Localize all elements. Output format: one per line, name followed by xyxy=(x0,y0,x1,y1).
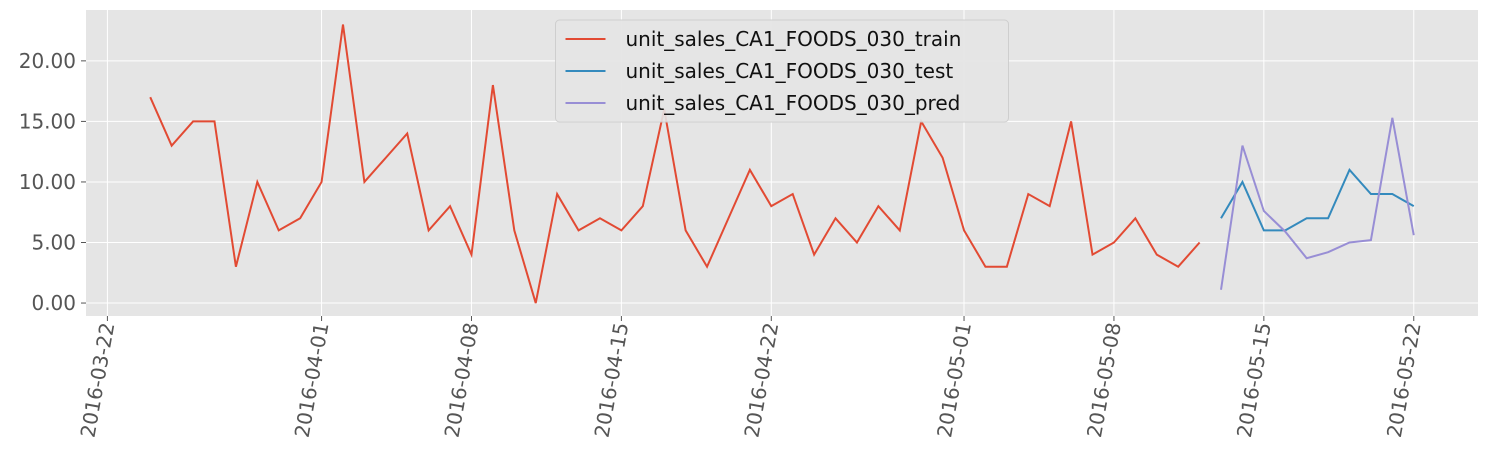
legend-box xyxy=(555,19,1009,123)
series-line xyxy=(1220,117,1415,290)
x-tick-label: 2016-04-08 xyxy=(440,321,484,440)
x-tick-label: 2016-04-15 xyxy=(589,321,633,440)
y-tick-label: 5.00 xyxy=(31,230,76,254)
y-tick-label: 10.00 xyxy=(19,170,76,194)
x-tick-label: 2016-05-15 xyxy=(1232,321,1276,440)
x-tick-label: 2016-04-22 xyxy=(739,321,783,440)
x-tick-label: 2016-05-01 xyxy=(932,321,976,440)
legend-label: unit_sales_CA1_FOODS_030_pred xyxy=(626,91,961,115)
x-tick-label: 2016-05-08 xyxy=(1082,321,1126,440)
legend: unit_sales_CA1_FOODS_030_train unit_sales… xyxy=(555,19,1009,123)
x-tick-label: 2016-05-22 xyxy=(1382,321,1426,440)
legend-label: unit_sales_CA1_FOODS_030_train xyxy=(626,27,962,51)
series-line xyxy=(149,24,1201,304)
series-line xyxy=(1220,168,1415,232)
legend-label: unit_sales_CA1_FOODS_030_test xyxy=(626,59,954,83)
x-tick-label: 2016-04-01 xyxy=(290,321,334,440)
y-tick-label: 20.00 xyxy=(19,49,76,73)
x-tick-label: 2016-03-22 xyxy=(76,321,120,440)
y-tick-label: 15.00 xyxy=(19,109,76,133)
y-tick-label: 0.00 xyxy=(31,291,76,315)
